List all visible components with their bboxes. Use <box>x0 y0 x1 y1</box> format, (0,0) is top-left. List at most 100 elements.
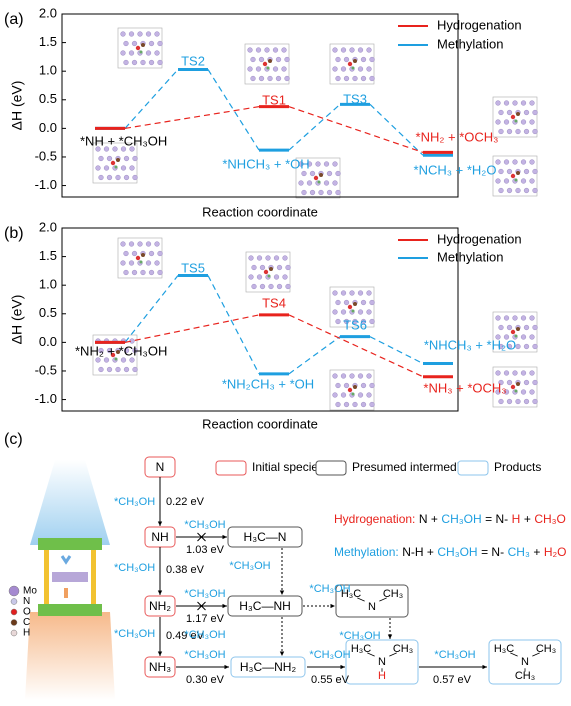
atom <box>353 385 357 389</box>
species-label: CH₃ <box>536 643 556 655</box>
atom <box>506 324 513 331</box>
species-label: CH₃ <box>383 588 403 600</box>
atom <box>154 50 160 56</box>
atom <box>114 165 118 169</box>
atom <box>353 59 357 63</box>
panel-label: (a) <box>4 11 24 28</box>
atom <box>123 347 130 354</box>
atom <box>514 119 518 123</box>
atom <box>369 299 375 306</box>
atom <box>157 40 163 47</box>
atom <box>498 128 504 135</box>
atom <box>131 250 138 257</box>
arrow-head <box>222 603 227 609</box>
atom <box>128 31 135 37</box>
panel-label: (b) <box>4 225 24 242</box>
atom <box>366 373 372 379</box>
reagent-label: *CH₃OH <box>184 588 225 600</box>
atom <box>120 50 126 56</box>
atom <box>351 392 355 396</box>
species-box <box>230 656 306 678</box>
atom <box>317 180 321 184</box>
atom <box>498 379 504 386</box>
atom <box>154 241 160 247</box>
plot-frame <box>61 227 459 412</box>
atom <box>520 389 527 395</box>
annotation: *NHCH₃ + *H₂O <box>424 337 516 352</box>
y-tick-label: -1.0 <box>35 391 57 406</box>
atom <box>520 315 527 321</box>
structure-thumbnail <box>329 369 375 411</box>
bond <box>367 652 375 657</box>
atom <box>132 366 138 373</box>
atom <box>335 318 341 325</box>
atom <box>366 392 372 398</box>
bond <box>357 597 365 602</box>
atom <box>145 50 152 56</box>
equation-part: + <box>524 512 531 526</box>
atom <box>145 31 152 37</box>
atom <box>129 165 135 171</box>
legend-label: Methylation <box>437 249 503 264</box>
arrow-head <box>330 603 335 609</box>
atom <box>495 334 501 340</box>
atom <box>272 66 279 72</box>
atom <box>332 392 338 398</box>
atom <box>495 178 501 184</box>
atom <box>157 250 163 257</box>
equation-part: = N- <box>485 512 508 526</box>
species-label: NH₃ <box>149 660 171 674</box>
structure-thumbnail <box>329 286 375 328</box>
atom <box>132 155 138 162</box>
connector <box>288 336 341 375</box>
atom <box>154 31 160 37</box>
atom <box>369 382 375 389</box>
arrow-head <box>224 664 229 670</box>
x-axis-label: Reaction coordinate <box>202 416 318 431</box>
atom-swatch <box>10 629 18 637</box>
atom <box>131 269 138 276</box>
species-label: H₃C <box>351 643 371 655</box>
atom <box>120 165 127 171</box>
atom <box>515 187 521 194</box>
atom <box>123 250 129 257</box>
atom <box>366 66 372 72</box>
connector <box>288 103 341 151</box>
atom <box>140 59 146 66</box>
atom <box>529 119 535 125</box>
atom <box>116 158 120 162</box>
panel-label: (c) <box>4 431 23 448</box>
annotation: TS5 <box>181 260 205 275</box>
atom <box>335 299 341 306</box>
annotation: *NH₂ + *CH₃OH <box>75 343 167 358</box>
reagent-label: *CH₃OH <box>434 649 475 661</box>
atom <box>347 304 353 310</box>
atom <box>340 309 347 315</box>
atom <box>523 128 530 135</box>
atom <box>103 357 110 363</box>
atom <box>343 382 350 389</box>
energy-label: 0.49 eV <box>166 630 205 642</box>
arrow-head <box>340 664 345 670</box>
species-label: H <box>378 670 386 682</box>
atom <box>523 168 530 175</box>
atom <box>332 290 338 296</box>
atom <box>269 267 273 271</box>
legend-label: Hydrogenation <box>437 17 522 32</box>
atom <box>323 161 330 167</box>
atom <box>276 264 283 271</box>
atom <box>366 290 372 296</box>
atom <box>141 43 145 47</box>
atom <box>95 146 101 152</box>
atom <box>335 401 341 408</box>
atom <box>523 343 530 350</box>
atom <box>495 315 501 321</box>
atom <box>349 290 355 296</box>
atom <box>120 241 126 247</box>
atom <box>335 382 341 389</box>
atom <box>273 255 280 261</box>
atom <box>349 47 355 53</box>
atom <box>532 168 538 175</box>
atom-swatch <box>10 608 18 616</box>
species-label: CH₃ <box>393 643 413 655</box>
